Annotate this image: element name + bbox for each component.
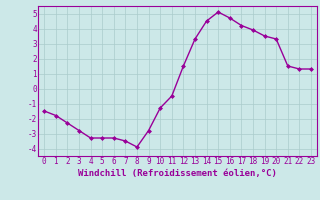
X-axis label: Windchill (Refroidissement éolien,°C): Windchill (Refroidissement éolien,°C)	[78, 169, 277, 178]
